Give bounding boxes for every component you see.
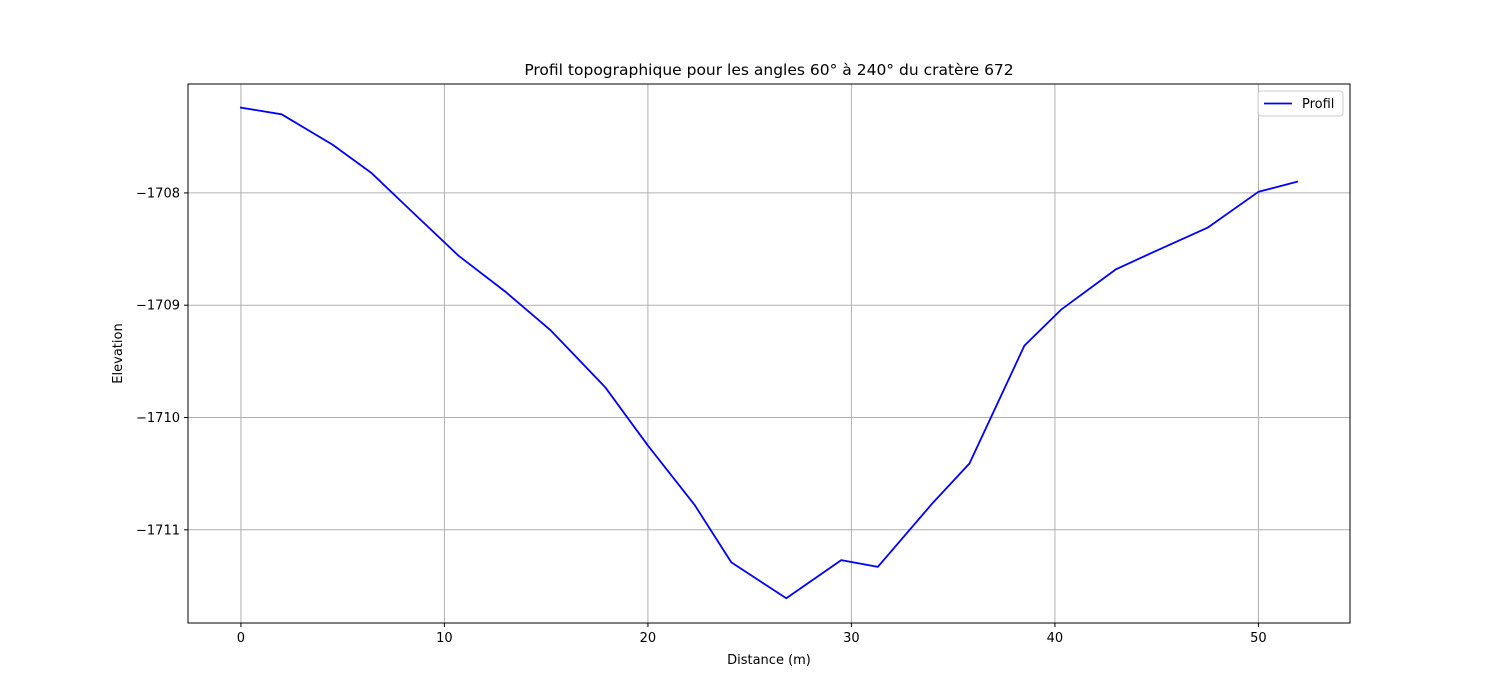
x-tick-label: 40 bbox=[1047, 631, 1064, 646]
x-tick-label: 0 bbox=[237, 631, 245, 646]
x-tick-label: 20 bbox=[640, 631, 657, 646]
y-tick-label: −1710 bbox=[136, 411, 180, 426]
legend-label-profil: Profil bbox=[1302, 97, 1334, 112]
y-tick-label: −1711 bbox=[136, 523, 180, 538]
y-tick-label: −1708 bbox=[136, 186, 180, 201]
grid bbox=[188, 84, 1350, 623]
y-axis-label: Elevation bbox=[111, 323, 126, 383]
x-axis-label: Distance (m) bbox=[727, 653, 811, 668]
plot-lines bbox=[239, 106, 1299, 600]
axis-ticks: 0 10 20 30 40 50 −1708 −1709 −1710 −1711 bbox=[136, 186, 1267, 646]
series-line-profil bbox=[239, 106, 1299, 600]
chart-title: Profil topographique pour les angles 60°… bbox=[524, 61, 1013, 79]
y-tick-label: −1709 bbox=[136, 299, 180, 314]
x-tick-label: 50 bbox=[1250, 631, 1267, 646]
x-tick-label: 30 bbox=[843, 631, 860, 646]
legend: Profil bbox=[1257, 90, 1344, 117]
x-tick-label: 10 bbox=[436, 631, 453, 646]
legend-box bbox=[1257, 90, 1344, 117]
plot-frame bbox=[187, 83, 1351, 624]
